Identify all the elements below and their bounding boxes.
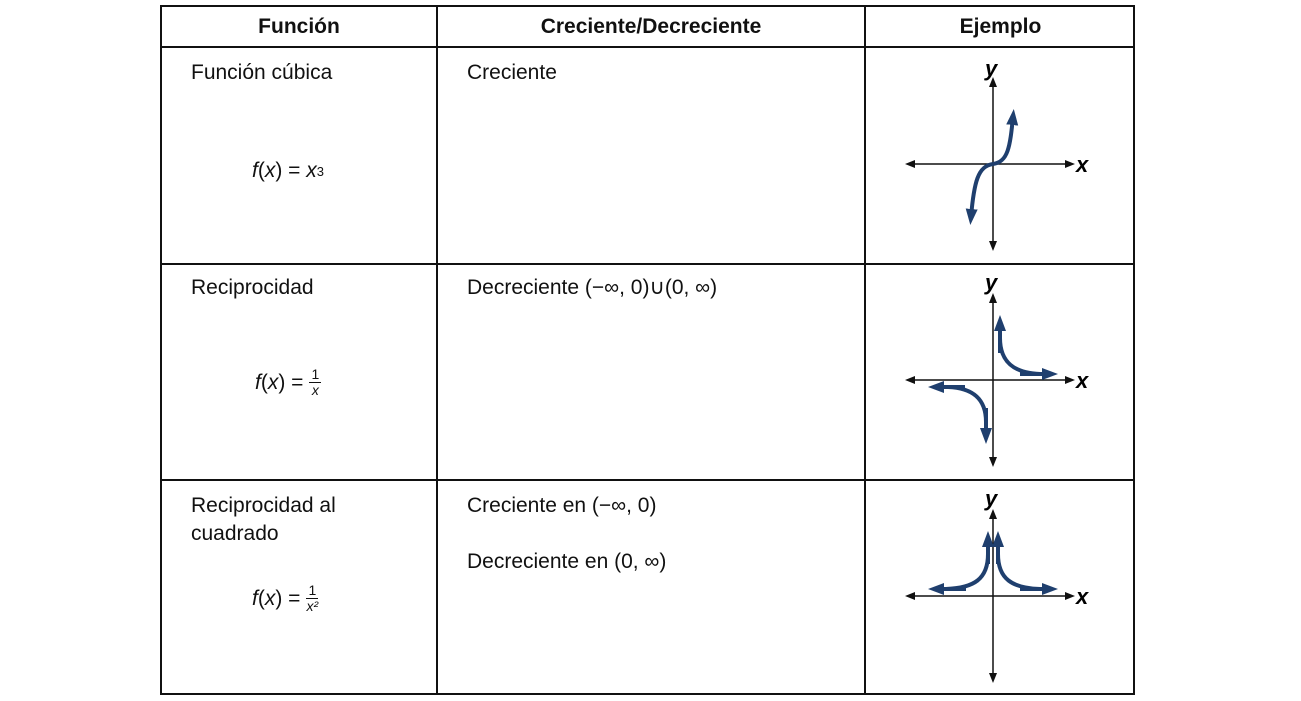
header-divider: [162, 46, 1133, 48]
x-axis-label: x: [1075, 152, 1089, 177]
function-name: Reciprocidad al cuadrado: [191, 494, 336, 545]
y-axis-label: y: [984, 486, 999, 511]
header-funcion: Función: [258, 15, 340, 38]
header-ejemplo: Ejemplo: [959, 15, 1042, 38]
reciprocal-graph: x y: [905, 270, 1089, 467]
curve: [945, 553, 990, 591]
behavior-text: Creciente en (−∞, 0): [467, 494, 657, 517]
reciprocal-squared-graph: x y: [905, 486, 1089, 683]
function-name: Reciprocidad: [191, 276, 314, 299]
fraction: 1 x²: [306, 582, 319, 614]
column-divider: [864, 7, 866, 693]
header-creciente-decreciente: Creciente/Decreciente: [540, 15, 762, 38]
row-divider: [162, 479, 1133, 481]
curve: [992, 109, 1019, 166]
function-formula: f(x) = 1 x: [255, 366, 322, 398]
curve: [965, 162, 994, 225]
y-axis-label: y: [984, 56, 999, 81]
curve: [998, 337, 1041, 376]
behavior-text: Creciente: [467, 61, 557, 84]
row-divider: [162, 263, 1133, 265]
functions-table: Función Creciente/Decreciente Ejemplo Fu…: [160, 5, 1135, 695]
curve: [947, 385, 988, 423]
y-axis-label: y: [984, 270, 999, 295]
x-axis-label: x: [1075, 368, 1089, 393]
behavior-text: Decreciente (−∞, 0)∪(0, ∞): [467, 276, 718, 299]
curve: [996, 553, 1041, 591]
function-formula: f(x) = 1 x²: [252, 582, 319, 614]
x-axis-label: x: [1075, 584, 1089, 609]
function-name: Función cúbica: [191, 61, 333, 84]
column-divider: [436, 7, 438, 693]
behavior-text: Decreciente en (0, ∞): [467, 550, 667, 573]
fraction: 1 x: [309, 366, 322, 398]
cubic-graph: x y: [905, 56, 1089, 251]
